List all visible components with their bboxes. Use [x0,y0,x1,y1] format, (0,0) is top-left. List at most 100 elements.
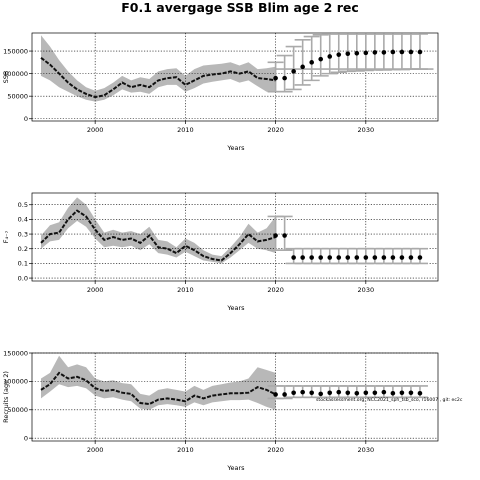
f-x-tick-label: 2020 [267,286,284,294]
ssb-median-line [40,57,276,99]
rec-projection-point [291,390,296,396]
f-y-tick-label: 0.4 [18,216,28,224]
panel-recruits-frame [31,352,439,442]
ssb-projection-point [345,51,351,57]
ssb-y-tick-label: 150000 [3,47,28,55]
panel-f-ylabel: F₄₋₇ [2,230,10,243]
ssb-projection-point [381,50,387,55]
ssb-projection-point [291,69,296,74]
rec-projection-point [372,390,378,396]
panel-f-frame [31,192,439,282]
ssb-projection-point [282,75,287,81]
ssb-projection-point [354,51,360,56]
panel-f-xlabel: Years [226,304,245,312]
rec-projection-point [300,389,305,395]
stamp-annotation: stockassessment.org, NCC2021_sph_tsb_sco… [316,397,463,403]
rec-projection-point [309,390,314,396]
rec-projection-point [408,390,414,396]
f-projection-point [291,255,296,260]
f-y-tick-label: 0.1 [18,260,28,268]
ssb-x-tick-label: 2030 [358,126,375,134]
ssb-confidence-band [41,35,276,102]
f-projection-point [381,255,387,260]
ssb-projection-point [417,49,423,55]
ssb-x-tick-label: 2000 [87,126,104,134]
f-projection-point [318,255,324,260]
ssb-projection-point [327,54,333,59]
ssb-projection-point [390,49,396,55]
f-projection-point [408,255,414,260]
panel-f-content [32,193,438,281]
f-y-tick-label: 0.3 [18,230,28,238]
rec-projection-point [336,389,342,395]
rec-x-tick-label: 2020 [267,446,284,454]
f-projection-point [336,255,342,260]
f-projection-point [345,255,351,260]
ssb-projection-point [372,50,378,55]
ssb-x-tick-label: 2020 [267,126,284,134]
ssb-projection-point [363,50,369,56]
rec-projection-point [273,392,278,397]
f-projection-point [363,255,369,260]
ssb-projection-point [318,56,324,62]
rec-projection-point [381,389,387,395]
rec-median-line [40,371,277,406]
panel-ssb-frame [31,32,439,122]
f-y-tick-label: 0.2 [18,245,28,253]
panel-ssb-xlabel: Years [226,144,245,152]
panel-ssb-content [32,33,438,121]
rec-projection-point [282,392,287,397]
f-projection-point [273,233,278,238]
f-x-tick-label: 2030 [358,286,375,294]
f-projection-point [327,255,333,260]
rec-x-tick-label: 2000 [87,446,104,454]
f-x-tick-label: 2000 [87,286,104,294]
f-median-line [40,209,276,262]
panel-recruits-content [32,352,438,441]
f-confidence-band [41,197,276,264]
rec-projection-point [327,390,333,396]
ssb-x-tick-label: 2010 [177,126,194,134]
f-projection-point [300,255,305,260]
panel-ssb-ylabel: SSB [2,71,10,84]
f-projection-point [309,255,314,260]
rec-y-tick-label: 150000 [3,349,28,357]
ssb-projection-point [309,60,314,65]
rec-projection-point [390,391,396,396]
f-projection-point [372,255,378,260]
ssb-projection-point [408,49,414,55]
f-projection-point [399,255,405,260]
ssb-y-tick-label: 100000 [3,70,28,78]
f-projection-point [354,255,360,260]
f-x-tick-label: 2010 [177,286,194,294]
rec-y-tick-label: 50000 [7,406,28,414]
rec-y-tick-label: 0 [24,434,28,442]
panel-ssb: SSB Years 2000 2010 2020 2030 0 50000 100000 15… [2,32,439,152]
rec-projection-point [363,390,369,396]
panel-recruits-ylabel: Recruits (age 2) [2,371,10,423]
f-y-tick-label: 0.0 [18,274,28,282]
ssb-y-tick-label: 50000 [7,92,28,100]
rec-confidence-band [41,355,276,410]
f-projection-point [417,255,423,260]
rec-x-tick-label: 2010 [177,446,194,454]
panel-recruits-xlabel: Years [226,464,245,472]
f-projection-point [282,233,287,238]
ssb-y-tick-label: 0 [24,115,28,123]
rec-projection-point [417,391,423,396]
ssb-projection-point [336,52,342,57]
rec-x-tick-label: 2030 [358,446,375,454]
f-projection-point [390,255,396,260]
figure-title: F0.1 avergage SSB Blim age 2 rec [121,0,359,15]
ssb-projection-point [300,64,305,70]
rec-y-tick-label: 100000 [3,378,28,386]
rec-projection-point [345,390,351,396]
ssb-projection-point [273,75,278,81]
rec-projection-point [354,391,360,396]
rec-projection-point [318,391,324,397]
panel-recruits: Recruits (age 2) Years stockassessment.o… [2,349,463,472]
ssb-projection-point [399,49,405,55]
rec-projection-point [399,390,405,396]
panel-f: F₄₋₇ Years 2000 2010 2020 2030 0.0 0.1 0.2 0.3 0… [2,192,439,312]
